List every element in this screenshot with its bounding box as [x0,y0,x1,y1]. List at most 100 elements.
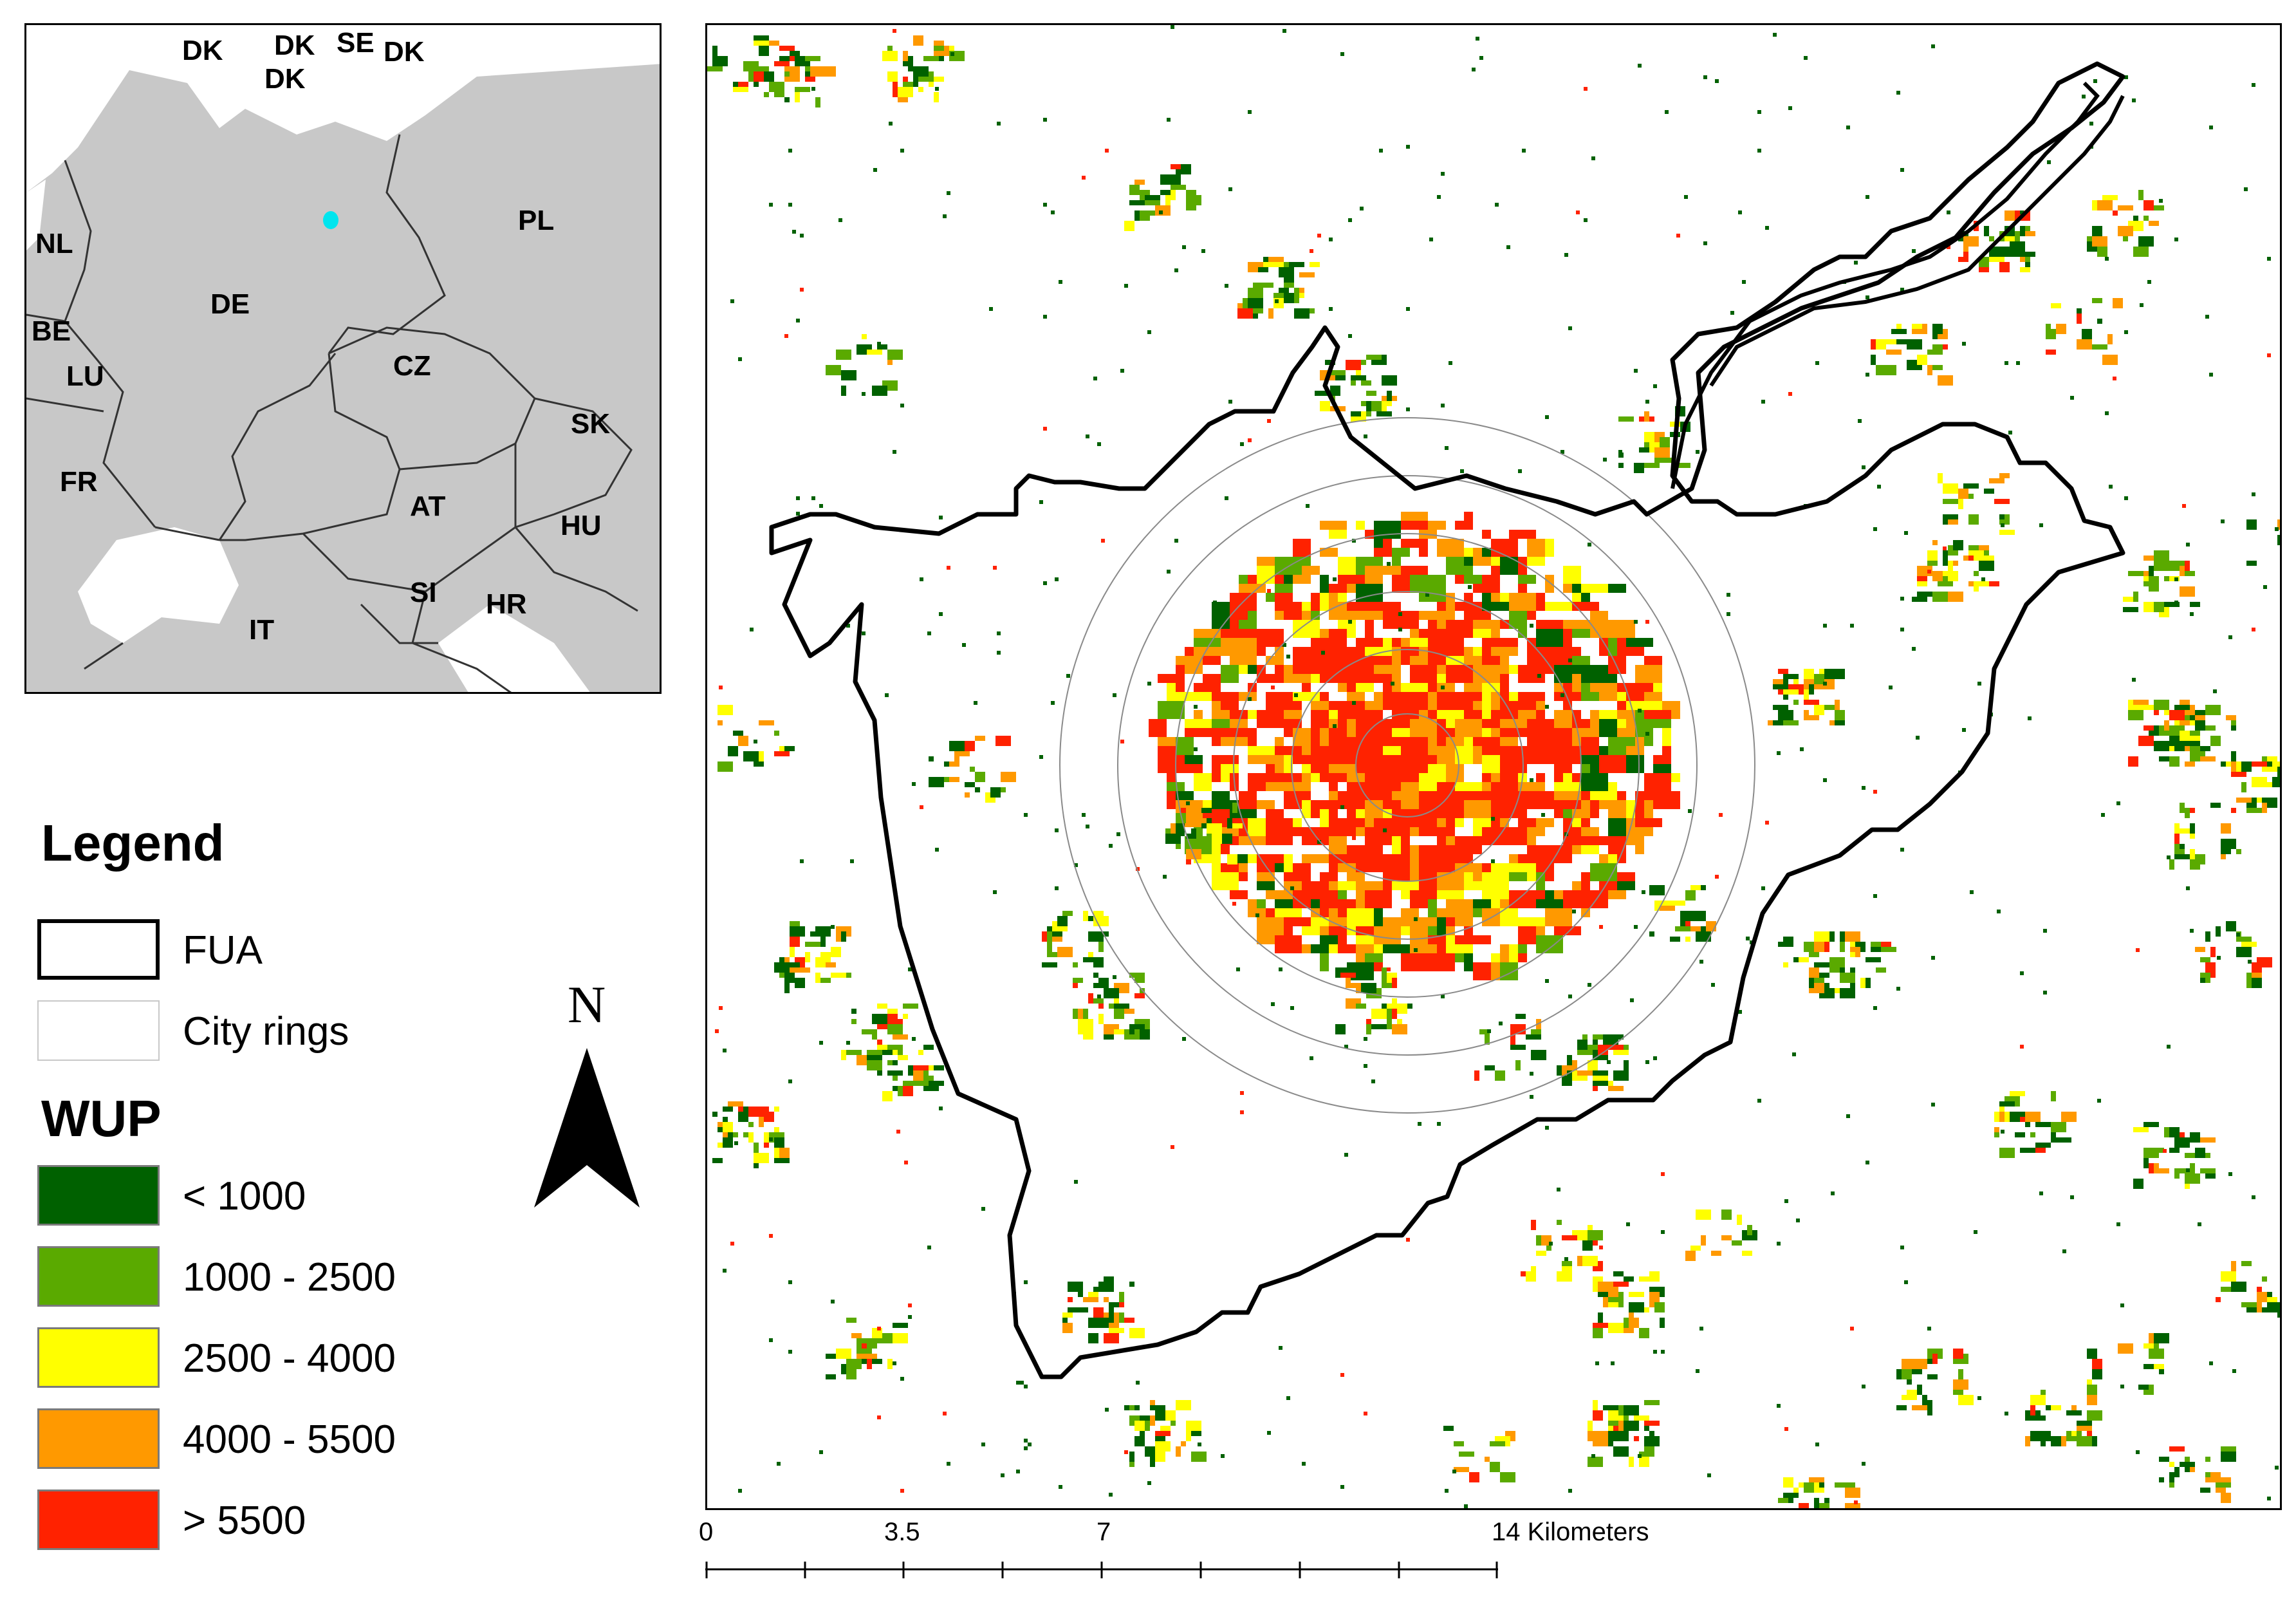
wup-cell [935,848,939,852]
wup-cell [1239,809,1257,818]
wup-cell [1635,665,1662,683]
wup-cell [1804,700,1819,705]
wup-cell [743,61,759,71]
wup-cell [1098,1282,1114,1292]
wup-cell [1464,1467,1469,1472]
wup-cell [1428,710,1437,719]
wup-cell [1293,656,1320,665]
wup-cell [1629,1457,1634,1467]
wup-cell [1329,836,1347,854]
wup-cell [805,942,820,947]
wup-cell [1120,740,1124,743]
wup-cell [2087,1395,2097,1405]
wup-cell [995,736,1011,746]
wup-cell [1185,728,1212,737]
wup-cell [1635,791,1653,800]
wup-cell [1428,881,1437,890]
wup-cell [1406,307,1410,311]
wup-cell [1024,1385,1028,1388]
wup-cell [1228,400,1232,404]
rings-swatch [37,1000,160,1061]
wup-cell [1644,728,1653,746]
wup-cell [1947,210,1950,214]
wup-cell [1360,967,1364,971]
wup-cell [1419,791,1446,800]
wup-cell [2174,1137,2190,1148]
wup-cell [1104,988,1119,998]
wup-cell [1518,755,1545,764]
wup-cell [1644,1307,1649,1312]
wup-cell [1228,187,1232,191]
wup-cell [1257,629,1284,647]
wup-cell [2113,377,2116,380]
wup-cell [1186,834,1191,839]
wup-cell [1999,1112,2004,1122]
wup-cell [2216,931,2221,937]
wup-cell [1912,249,1916,253]
wup-cell [1361,973,1366,978]
wup-cell [1213,601,1217,604]
wup-cell [1927,550,1938,561]
wup-cell [1491,962,1500,980]
wup-cell [896,1130,900,1134]
wup-cell [2200,1137,2216,1143]
wup-cell [2246,561,2257,566]
wup-cell [1491,638,1518,647]
wup-cell [1364,1412,1367,1415]
wup-cell [1876,967,1886,973]
wup-cell [1948,592,1963,602]
wup-cell [1459,1452,1474,1457]
wup-cell [2138,236,2154,247]
wup-cell [1568,658,1572,662]
wup-cell [867,1359,872,1369]
wup-cell [1876,942,1891,947]
wup-cell [1530,624,1533,628]
wup-cell [2200,1488,2210,1493]
wup-cell [939,516,943,519]
wup-cell [2143,1364,2159,1369]
wup-cell [1563,566,1581,584]
wup-cell [759,1117,764,1127]
wup-cell [1783,1508,1799,1510]
wup-cell [1109,1307,1114,1318]
wup-cell [1732,1240,1742,1246]
wup-cell [2186,1168,2190,1172]
wup-cell [1078,1009,1083,1019]
wup-cell [1293,665,1320,674]
wup-cell [1809,978,1814,988]
wup-cell [1645,400,1649,404]
wup-cell [2143,705,2154,710]
wup-cell [877,1327,881,1331]
wup-cell [1896,987,1900,991]
label-si: SI [410,577,437,608]
wup-cell [1644,1400,1660,1405]
wup-cell [1145,195,1160,200]
wup-cell [1958,489,1968,499]
wup-cell [1645,620,1649,624]
wup-cell [2132,98,2136,102]
wup-cell [2262,782,2277,787]
wup-cell [913,1081,929,1086]
wup-cell [1387,1019,1392,1029]
wup-cell [1904,1280,1908,1284]
wup-cell [1796,1219,1800,1222]
wup-cell [2231,751,2236,761]
wup-cell [1932,334,1938,339]
wup-cell [1347,863,1356,881]
wup-cell [989,307,993,311]
wup-cell [908,1315,912,1319]
label-be: BE [32,315,71,347]
wup-cell [2020,257,2025,262]
wup-cell [1392,1009,1397,1019]
wup-cell [1248,746,1266,755]
wup-cell [2087,1349,2097,1359]
wup-cell [2169,1472,2174,1482]
wup-cell [2190,823,2195,834]
wup-cell [712,1158,723,1163]
wup-cell [1302,881,1320,890]
inset-map-graphic [26,25,660,692]
wup-cell [1777,1404,1781,1408]
wup-cell [2071,1431,2077,1436]
wup-cell [882,51,898,61]
wup-cell [2205,962,2216,973]
